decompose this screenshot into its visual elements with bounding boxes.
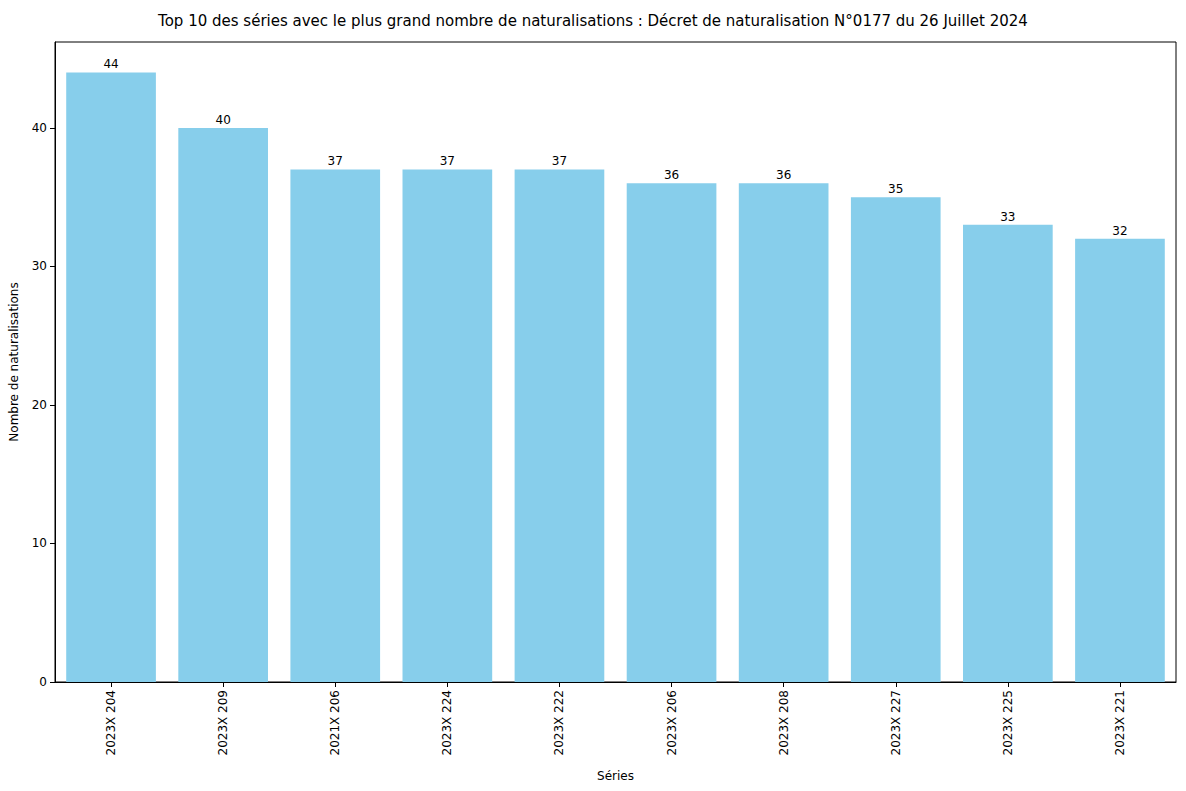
svg-text:40: 40: [32, 121, 47, 135]
svg-text:36: 36: [664, 168, 679, 182]
svg-text:44: 44: [103, 57, 118, 71]
svg-text:Top 10 des séries avec le plus: Top 10 des séries avec le plus grand nom…: [157, 12, 1028, 30]
svg-text:2023X 227: 2023X 227: [889, 690, 903, 755]
svg-text:Nombre de naturalisations: Nombre de naturalisations: [7, 282, 21, 441]
svg-text:32: 32: [1112, 224, 1127, 238]
svg-text:2023X 208: 2023X 208: [777, 690, 791, 755]
svg-text:0: 0: [39, 675, 47, 689]
svg-text:33: 33: [1000, 210, 1015, 224]
svg-text:2021X 206: 2021X 206: [328, 690, 342, 755]
svg-text:2023X 221: 2023X 221: [1113, 690, 1127, 755]
svg-text:37: 37: [440, 154, 455, 168]
svg-text:2023X 224: 2023X 224: [440, 690, 454, 755]
svg-text:2023X 209: 2023X 209: [216, 690, 230, 755]
svg-text:Séries: Séries: [597, 769, 634, 783]
svg-text:2023X 225: 2023X 225: [1001, 690, 1015, 755]
svg-text:37: 37: [552, 154, 567, 168]
svg-text:36: 36: [776, 168, 791, 182]
svg-text:30: 30: [32, 259, 47, 273]
svg-text:35: 35: [888, 182, 903, 196]
svg-text:40: 40: [216, 113, 231, 127]
svg-text:2023X 204: 2023X 204: [104, 690, 118, 755]
svg-text:2023X 222: 2023X 222: [552, 690, 566, 755]
svg-text:10: 10: [32, 536, 47, 550]
svg-text:37: 37: [328, 154, 343, 168]
svg-text:2023X 206: 2023X 206: [665, 690, 679, 755]
svg-text:20: 20: [32, 398, 47, 412]
